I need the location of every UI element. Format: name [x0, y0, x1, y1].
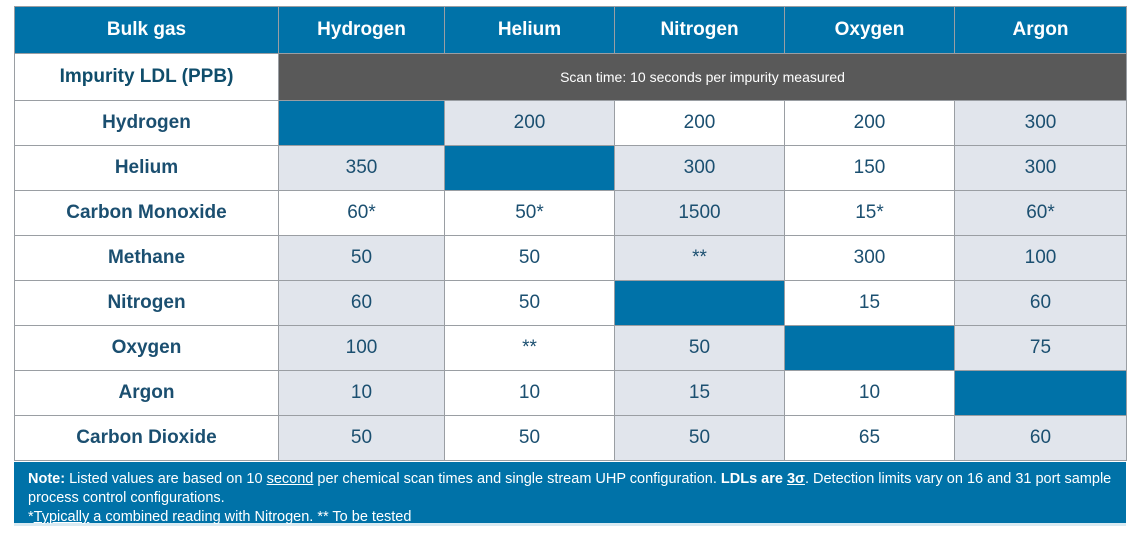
same-gas-cell — [278, 100, 445, 146]
ldl-row: Impurity LDL (PPB) Scan time: 10 seconds… — [14, 53, 1127, 101]
ldl-value-cell: 200 — [784, 100, 955, 146]
note-underline-second: second — [266, 471, 314, 487]
table-row: Oxygen 100 ** 50 75 — [14, 325, 1127, 371]
ldl-value-cell: 150 — [784, 145, 955, 191]
ldl-value-cell: 75 — [954, 325, 1127, 371]
same-gas-cell — [614, 280, 785, 326]
note-ldl-bold: LDLs are — [720, 471, 787, 487]
header-bulk-gas: Bulk gas — [14, 6, 279, 54]
table-body: Hydrogen 200 200 200 300 Helium 350 300 150 300 Ca… — [14, 100, 1127, 461]
note-lead: Note: — [28, 471, 66, 487]
ldl-value-cell: 60 — [278, 280, 445, 326]
row-label: Argon — [14, 370, 279, 416]
same-gas-cell — [784, 325, 955, 371]
header-gas-nitrogen: Nitrogen — [614, 6, 785, 54]
row-label: Oxygen — [14, 325, 279, 371]
ldl-value-cell: 300 — [614, 145, 785, 191]
ldl-value-cell: 15 — [614, 370, 785, 416]
table-row: Helium 350 300 150 300 — [14, 145, 1127, 191]
ldl-value-cell: 50 — [444, 280, 615, 326]
header-gas-oxygen: Oxygen — [784, 6, 955, 54]
ldl-value-cell: 200 — [444, 100, 615, 146]
note-asterisk: * — [28, 509, 34, 525]
table-row: Carbon Monoxide 60* 50* 1500 15* 60* — [14, 190, 1127, 236]
row-label: Hydrogen — [14, 100, 279, 146]
note-sigma: 3σ — [786, 471, 805, 487]
gas-ldl-table-container: Bulk gas Hydrogen Helium Nitrogen Oxygen… — [14, 6, 1127, 526]
header-gas-helium: Helium — [444, 6, 615, 54]
ldl-value-cell: 60* — [954, 190, 1127, 236]
scan-time-banner: Scan time: 10 seconds per impurity measu… — [278, 53, 1127, 101]
impurity-ldl-label: Impurity LDL (PPB) — [14, 53, 279, 101]
footnote-line-1: Note: Listed values are based on 10 seco… — [28, 470, 1112, 508]
footnote-box: Note: Listed values are based on 10 seco… — [14, 462, 1126, 526]
ldl-value-cell: 50 — [278, 235, 445, 281]
ldl-value-cell: 1500 — [614, 190, 785, 236]
footnote-bottom-rule — [14, 523, 1126, 526]
ldl-value-cell: 200 — [614, 100, 785, 146]
note-text-4: a combined reading with Nitrogen. ** To … — [89, 509, 412, 525]
ldl-value-cell: 300 — [784, 235, 955, 281]
gas-ldl-table: Bulk gas Hydrogen Helium Nitrogen Oxygen… — [14, 6, 1127, 461]
ldl-value-cell: 50* — [444, 190, 615, 236]
ldl-value-cell: ** — [444, 325, 615, 371]
ldl-value-cell: 100 — [954, 235, 1127, 281]
table-row: Nitrogen 60 50 15 60 — [14, 280, 1127, 326]
ldl-value-cell: 350 — [278, 145, 445, 191]
row-label: Nitrogen — [14, 280, 279, 326]
footnote-line-2: *Typically a combined reading with Nitro… — [28, 508, 1112, 527]
note-text-2: per chemical scan times and single strea… — [313, 471, 721, 487]
header-row: Bulk gas Hydrogen Helium Nitrogen Oxygen… — [14, 6, 1127, 54]
note-text-1: Listed values are based on 10 — [65, 471, 267, 487]
ldl-value-cell: 50 — [614, 325, 785, 371]
ldl-value-cell: 15* — [784, 190, 955, 236]
ldl-value-cell: 50 — [278, 415, 445, 461]
ldl-value-cell: 60 — [954, 415, 1127, 461]
ldl-value-cell: 50 — [444, 415, 615, 461]
table-row: Carbon Dioxide 50 50 50 65 60 — [14, 415, 1127, 461]
same-gas-cell — [954, 370, 1127, 416]
header-gas-argon: Argon — [954, 6, 1127, 54]
ldl-value-cell: 100 — [278, 325, 445, 371]
same-gas-cell — [444, 145, 615, 191]
ldl-value-cell: 60* — [278, 190, 445, 236]
table-row: Argon 10 10 15 10 — [14, 370, 1127, 416]
ldl-value-cell: 10 — [444, 370, 615, 416]
table-row: Methane 50 50 ** 300 100 — [14, 235, 1127, 281]
ldl-value-cell: 300 — [954, 145, 1127, 191]
ldl-value-cell: ** — [614, 235, 785, 281]
row-label: Helium — [14, 145, 279, 191]
ldl-value-cell: 15 — [784, 280, 955, 326]
table-row: Hydrogen 200 200 200 300 — [14, 100, 1127, 146]
ldl-value-cell: 10 — [278, 370, 445, 416]
row-label: Carbon Dioxide — [14, 415, 279, 461]
note-typically: Typically — [33, 509, 90, 525]
ldl-value-cell: 65 — [784, 415, 955, 461]
ldl-value-cell: 50 — [444, 235, 615, 281]
ldl-value-cell: 50 — [614, 415, 785, 461]
row-label: Carbon Monoxide — [14, 190, 279, 236]
ldl-value-cell: 300 — [954, 100, 1127, 146]
note-text-3: . Detection limits vary on 16 and 31 por… — [28, 471, 1112, 506]
row-label: Methane — [14, 235, 279, 281]
ldl-value-cell: 60 — [954, 280, 1127, 326]
header-gas-hydrogen: Hydrogen — [278, 6, 445, 54]
ldl-value-cell: 10 — [784, 370, 955, 416]
